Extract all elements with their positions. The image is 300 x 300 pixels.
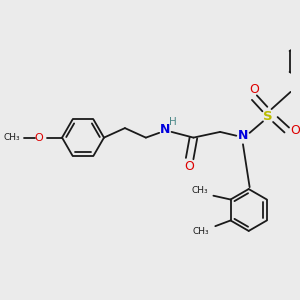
Text: S: S — [263, 110, 272, 123]
Text: O: O — [290, 124, 300, 137]
Text: CH₃: CH₃ — [193, 227, 210, 236]
Text: O: O — [250, 82, 259, 96]
Text: O: O — [34, 133, 43, 142]
Text: O: O — [185, 160, 195, 173]
Text: H: H — [169, 117, 176, 128]
Text: N: N — [238, 129, 248, 142]
Text: N: N — [160, 123, 170, 136]
Text: CH₃: CH₃ — [4, 133, 20, 142]
Text: CH₃: CH₃ — [191, 186, 208, 195]
